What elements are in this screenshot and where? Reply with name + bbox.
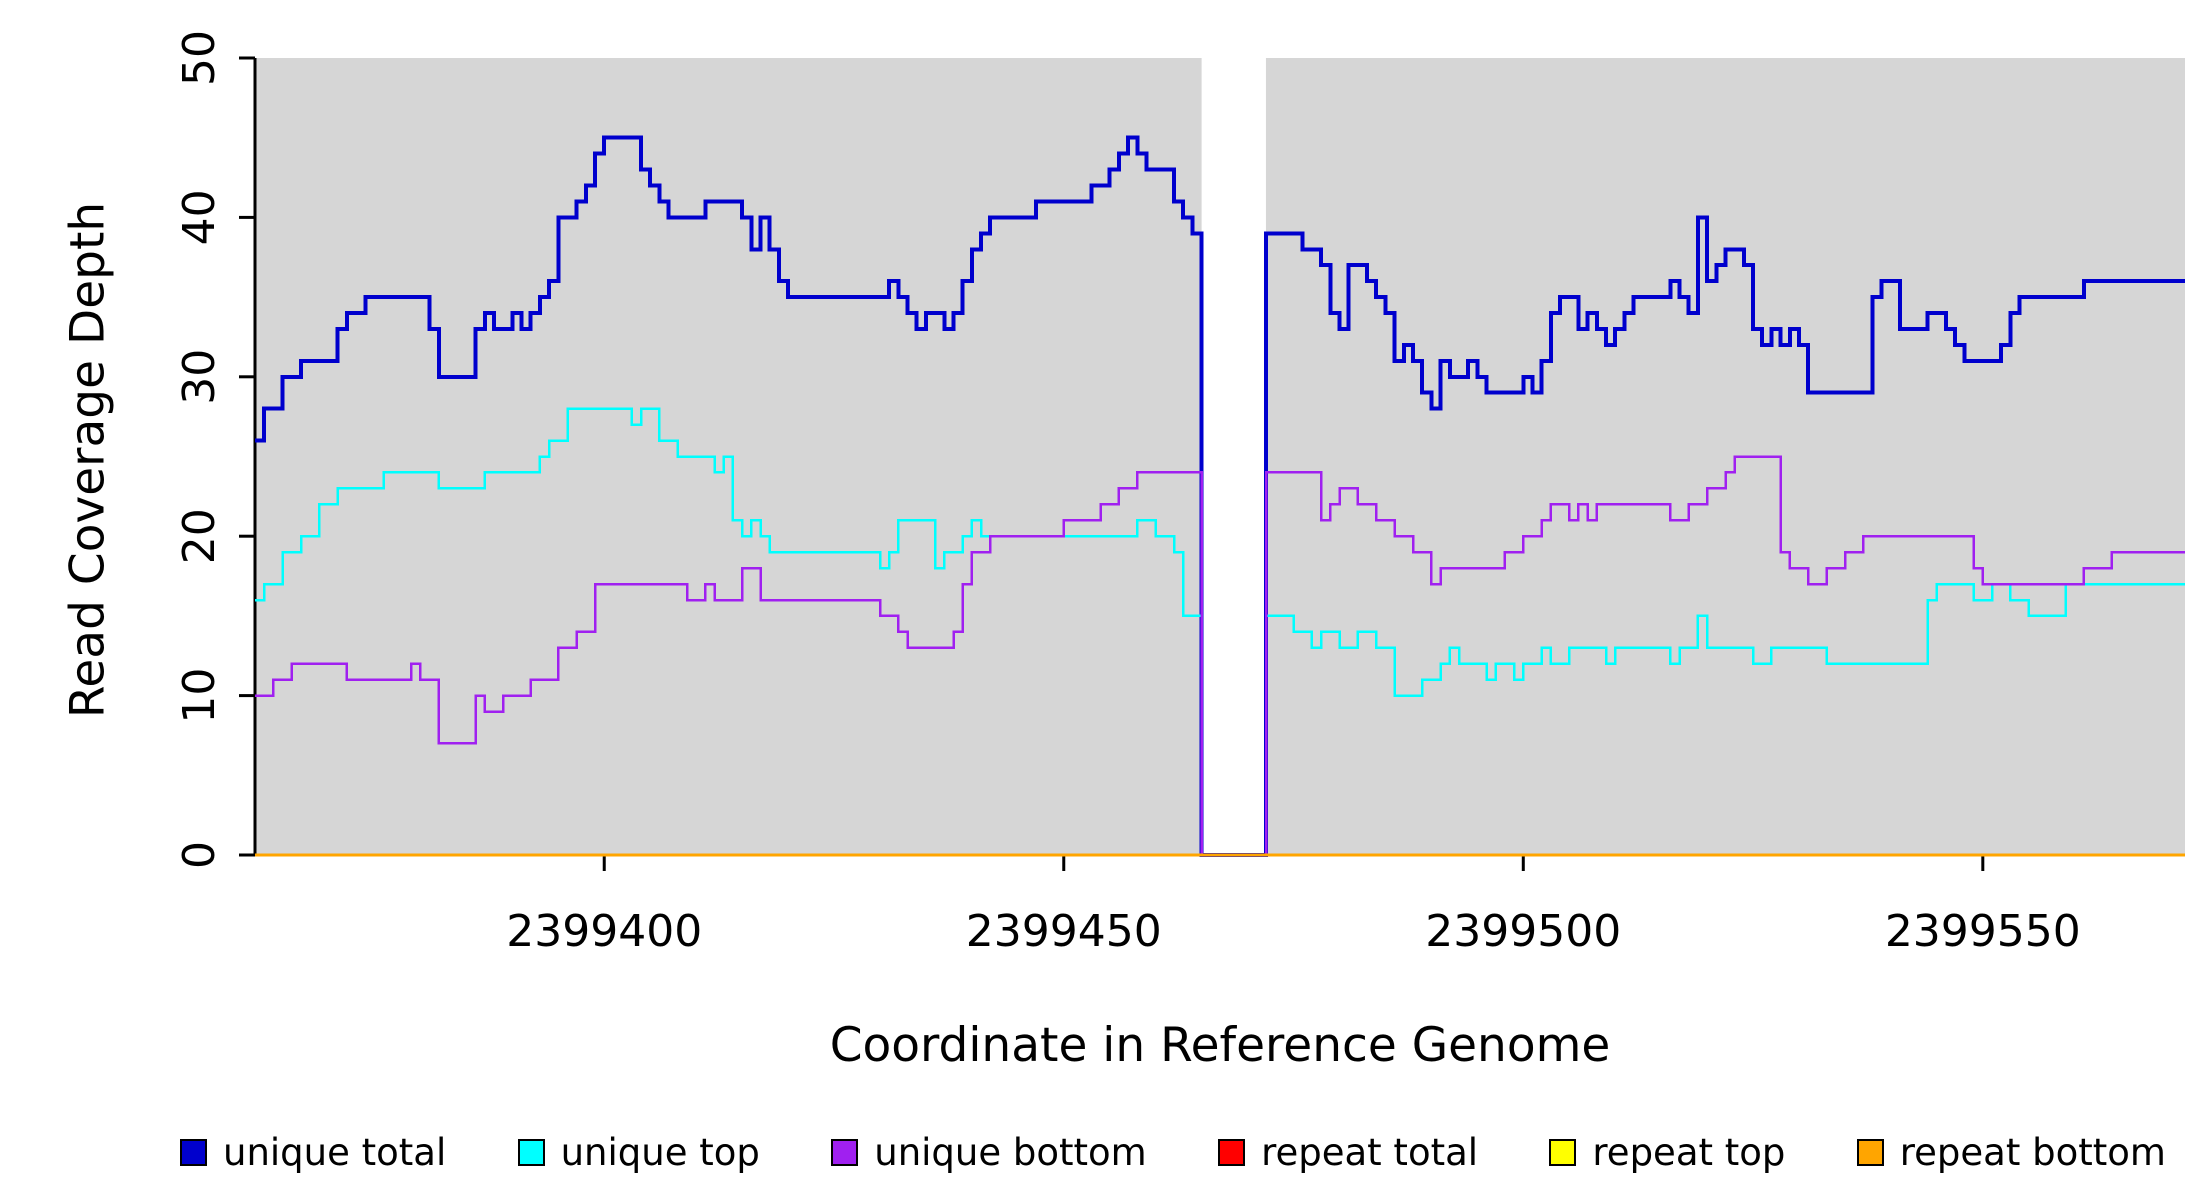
legend-item-repeat-total: repeat total bbox=[1218, 1131, 1478, 1174]
legend-item-unique-total: unique total bbox=[180, 1131, 446, 1174]
legend-label: repeat bottom bbox=[1899, 1130, 2166, 1174]
x-tick-label: 2399500 bbox=[1425, 906, 1621, 957]
legend-label: repeat total bbox=[1261, 1130, 1479, 1174]
y-tick-label: 20 bbox=[174, 508, 225, 564]
panel-background-right bbox=[1265, 58, 2185, 855]
legend-swatch-repeat-total bbox=[1218, 1138, 1246, 1166]
y-tick-label: 50 bbox=[174, 30, 225, 86]
legend-label: unique total bbox=[223, 1130, 447, 1174]
x-tick-label: 2399450 bbox=[966, 906, 1162, 957]
legend-swatch-unique-top bbox=[517, 1138, 545, 1166]
x-axis-title: Coordinate in Reference Genome bbox=[829, 1018, 1611, 1073]
series-line-unique-total bbox=[255, 135, 2185, 857]
legend-swatch-repeat-bottom bbox=[1856, 1138, 1884, 1166]
y-tick-label: 0 bbox=[174, 841, 225, 869]
legend-item-repeat-bottom: repeat bottom bbox=[1856, 1130, 2166, 1174]
legend-label: unique bottom bbox=[874, 1130, 1147, 1174]
x-tick-label: 2399400 bbox=[506, 906, 702, 957]
legend-swatch-repeat-top bbox=[1549, 1138, 1577, 1166]
legend-label: repeat top bbox=[1592, 1130, 1786, 1174]
y-tick-label: 40 bbox=[174, 189, 225, 245]
x-tick-label: 2399550 bbox=[1885, 906, 2081, 957]
legend-swatch-unique-bottom bbox=[831, 1138, 859, 1166]
y-tick-label: 30 bbox=[174, 349, 225, 405]
legend-swatch-unique-total bbox=[180, 1138, 207, 1166]
legend-label: unique top bbox=[560, 1130, 760, 1174]
legend-item-unique-top: unique top bbox=[517, 1130, 760, 1174]
y-axis-title: Read Coverage Depth bbox=[60, 201, 116, 719]
legend: unique total unique top unique bottom repea… bbox=[180, 1124, 2166, 1180]
legend-item-repeat-top: repeat top bbox=[1549, 1131, 1785, 1174]
y-tick-label: 10 bbox=[174, 668, 225, 724]
legend-item-unique-bottom: unique bottom bbox=[831, 1130, 1147, 1174]
